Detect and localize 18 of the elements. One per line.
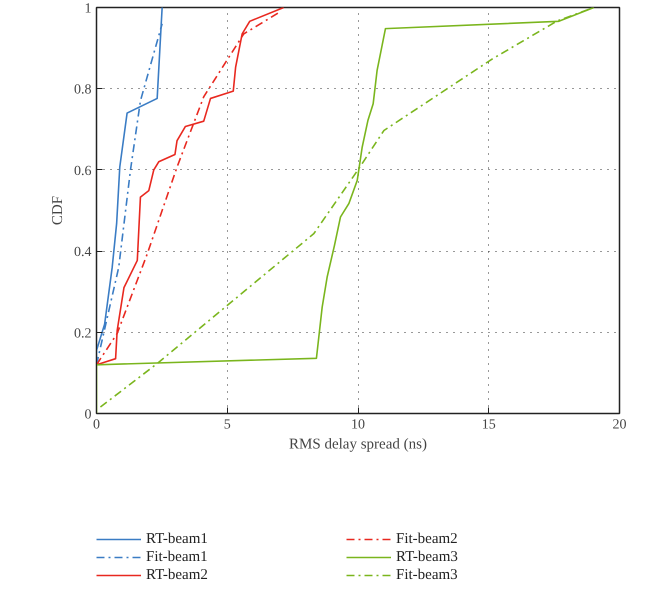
x-tick-label: 5 [224,418,231,432]
x-tick-label: 20 [612,418,626,432]
legend-label: RT-beam1 [146,530,209,548]
y-tick-label: 0.2 [74,326,92,342]
y-tick-label: 0.4 [74,245,92,260]
legend-label: Fit-beam1 [146,548,209,566]
y-tick-label: 1 [84,2,92,16]
legend-label: Fit-beam2 [396,530,459,548]
legend-label: Fit-beam3 [396,566,459,584]
legend-label: RT-beam2 [146,566,209,584]
x-tick-label: 15 [482,418,496,432]
y-tick-label: 0.8 [74,82,92,98]
x-tick-label: 10 [351,418,365,432]
y-axis-title: CDF [50,196,66,226]
x-axis-title: RMS delay spread (ns) [289,436,427,452]
y-tick-label: 0 [84,408,92,422]
y-tick-label: 0.6 [74,164,92,179]
legend-label: RT-beam3 [396,548,459,566]
